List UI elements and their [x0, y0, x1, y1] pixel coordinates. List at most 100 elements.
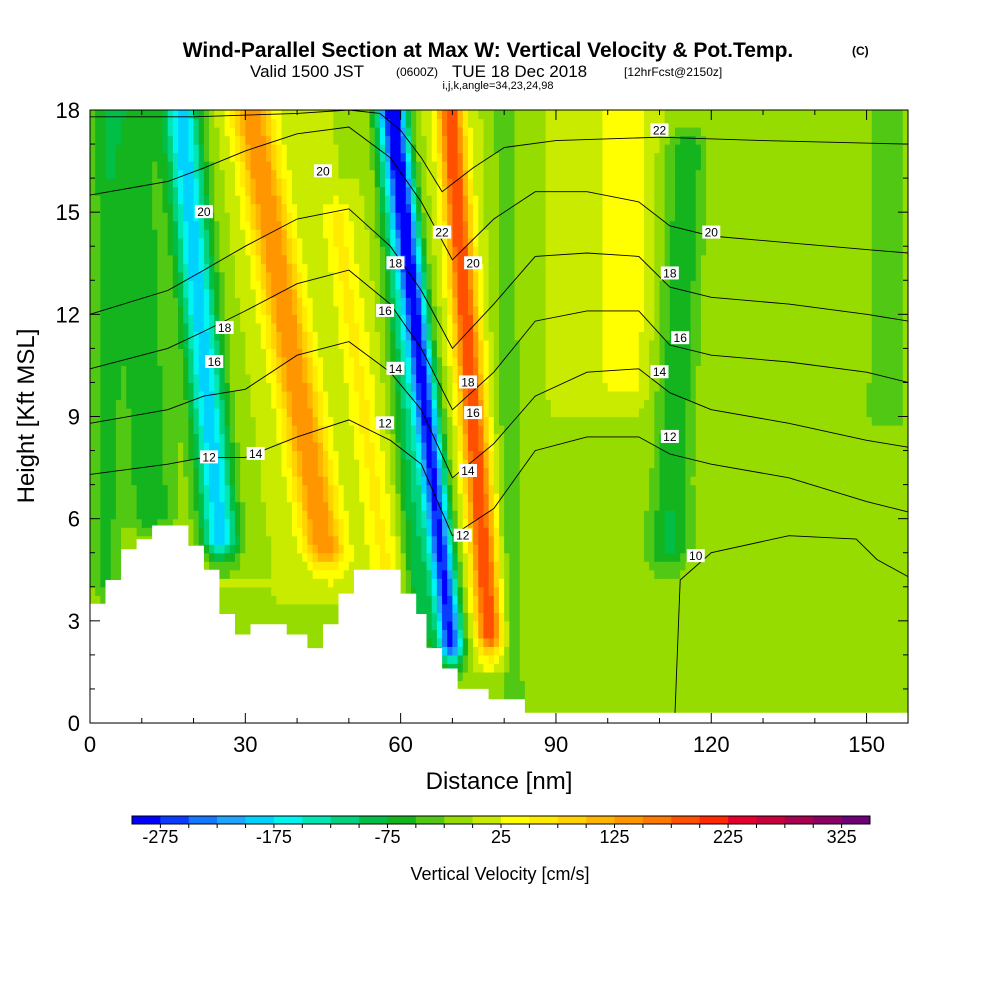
field-cell: [322, 390, 329, 401]
field-cell: [214, 493, 221, 503]
field-cell: [193, 459, 200, 469]
field-cell: [162, 254, 169, 264]
field-cell: [209, 110, 215, 120]
field-cell: [229, 297, 236, 307]
field-cell: [260, 535, 267, 545]
field-cell: [286, 186, 293, 196]
field-cell: [214, 110, 221, 120]
field-cell: [312, 229, 319, 239]
field-cell: [379, 476, 386, 486]
field-cell: [307, 382, 314, 392]
field-cell: [369, 552, 376, 562]
field-cell: [131, 118, 138, 128]
field-cell: [198, 407, 205, 418]
field-cell: [110, 110, 117, 120]
field-cell: [364, 356, 371, 367]
field-cell: [178, 135, 184, 145]
field-cell: [234, 365, 241, 375]
field-cell: [317, 110, 324, 120]
field-cell: [421, 297, 428, 307]
field-cell: [291, 561, 298, 571]
field-cell: [400, 510, 407, 520]
field-cell: [410, 535, 417, 545]
field-cell: [209, 552, 215, 562]
field-cell: [126, 237, 133, 247]
field-cell: [234, 254, 241, 264]
field-cell: [276, 544, 283, 554]
field-cell: [224, 254, 231, 264]
field-cell: [240, 186, 246, 196]
field-cell: [291, 425, 298, 435]
field-cell: [266, 280, 272, 290]
field-cell: [307, 152, 314, 162]
field-cell: [115, 552, 122, 562]
field-cell: [167, 425, 174, 435]
field-cell: [333, 314, 340, 324]
field-cell: [198, 390, 205, 401]
field-cell: [115, 493, 122, 503]
field-cell: [141, 263, 148, 273]
field-cell: [198, 220, 205, 230]
field-cell: [193, 152, 200, 162]
field-cell: [286, 399, 293, 409]
field-cell: [90, 425, 96, 435]
field-cell: [203, 186, 210, 196]
field-cell: [405, 493, 412, 503]
field-cell: [354, 510, 360, 520]
field-cell: [390, 425, 397, 435]
field-cell: [395, 161, 402, 171]
field-cell: [421, 305, 428, 315]
field-cell: [141, 416, 148, 426]
field-cell: [95, 339, 101, 349]
field-cell: [395, 144, 402, 154]
field-cell: [348, 476, 355, 486]
field-cell: [348, 186, 355, 196]
field-cell: [364, 203, 371, 213]
field-cell: [317, 518, 324, 528]
field-cell: [157, 322, 164, 332]
field-cell: [152, 152, 158, 162]
field-cell: [240, 467, 246, 477]
field-cell: [95, 297, 101, 307]
field-cell: [209, 246, 215, 256]
field-cell: [421, 331, 428, 341]
field-cell: [410, 314, 417, 324]
field-cell: [209, 178, 215, 188]
field-cell: [297, 212, 303, 222]
field-cell: [214, 186, 221, 196]
field-cell: [385, 271, 391, 281]
field-cell: [110, 348, 117, 358]
field-cell: [369, 305, 376, 315]
field-cell: [281, 110, 288, 120]
field-cell: [229, 416, 236, 426]
field-cell: [297, 135, 303, 145]
field-cell: [136, 450, 143, 460]
field-cell: [266, 484, 272, 494]
field-cell: [281, 416, 288, 426]
field-cell: [333, 390, 340, 401]
field-cell: [307, 220, 314, 230]
field-cell: [359, 433, 365, 443]
field-cell: [126, 527, 133, 537]
field-cell: [400, 297, 407, 307]
field-cell: [162, 322, 169, 332]
field-cell: [426, 637, 433, 647]
field-cell: [95, 484, 101, 494]
field-cell: [385, 476, 391, 486]
field-cell: [214, 552, 221, 562]
field-cell: [328, 212, 334, 222]
field-cell: [188, 178, 195, 188]
field-cell: [442, 118, 448, 128]
field-cell: [395, 237, 402, 247]
field-cell: [224, 578, 231, 588]
field-cell: [328, 271, 334, 281]
field-cell: [354, 373, 360, 384]
field-cell: [167, 416, 174, 426]
field-cell: [188, 373, 195, 384]
field-cell: [364, 314, 371, 324]
field-cell: [95, 144, 101, 154]
field-cell: [374, 459, 381, 469]
field-cell: [286, 203, 293, 213]
field-cell: [209, 501, 215, 511]
field-cell: [229, 135, 236, 145]
